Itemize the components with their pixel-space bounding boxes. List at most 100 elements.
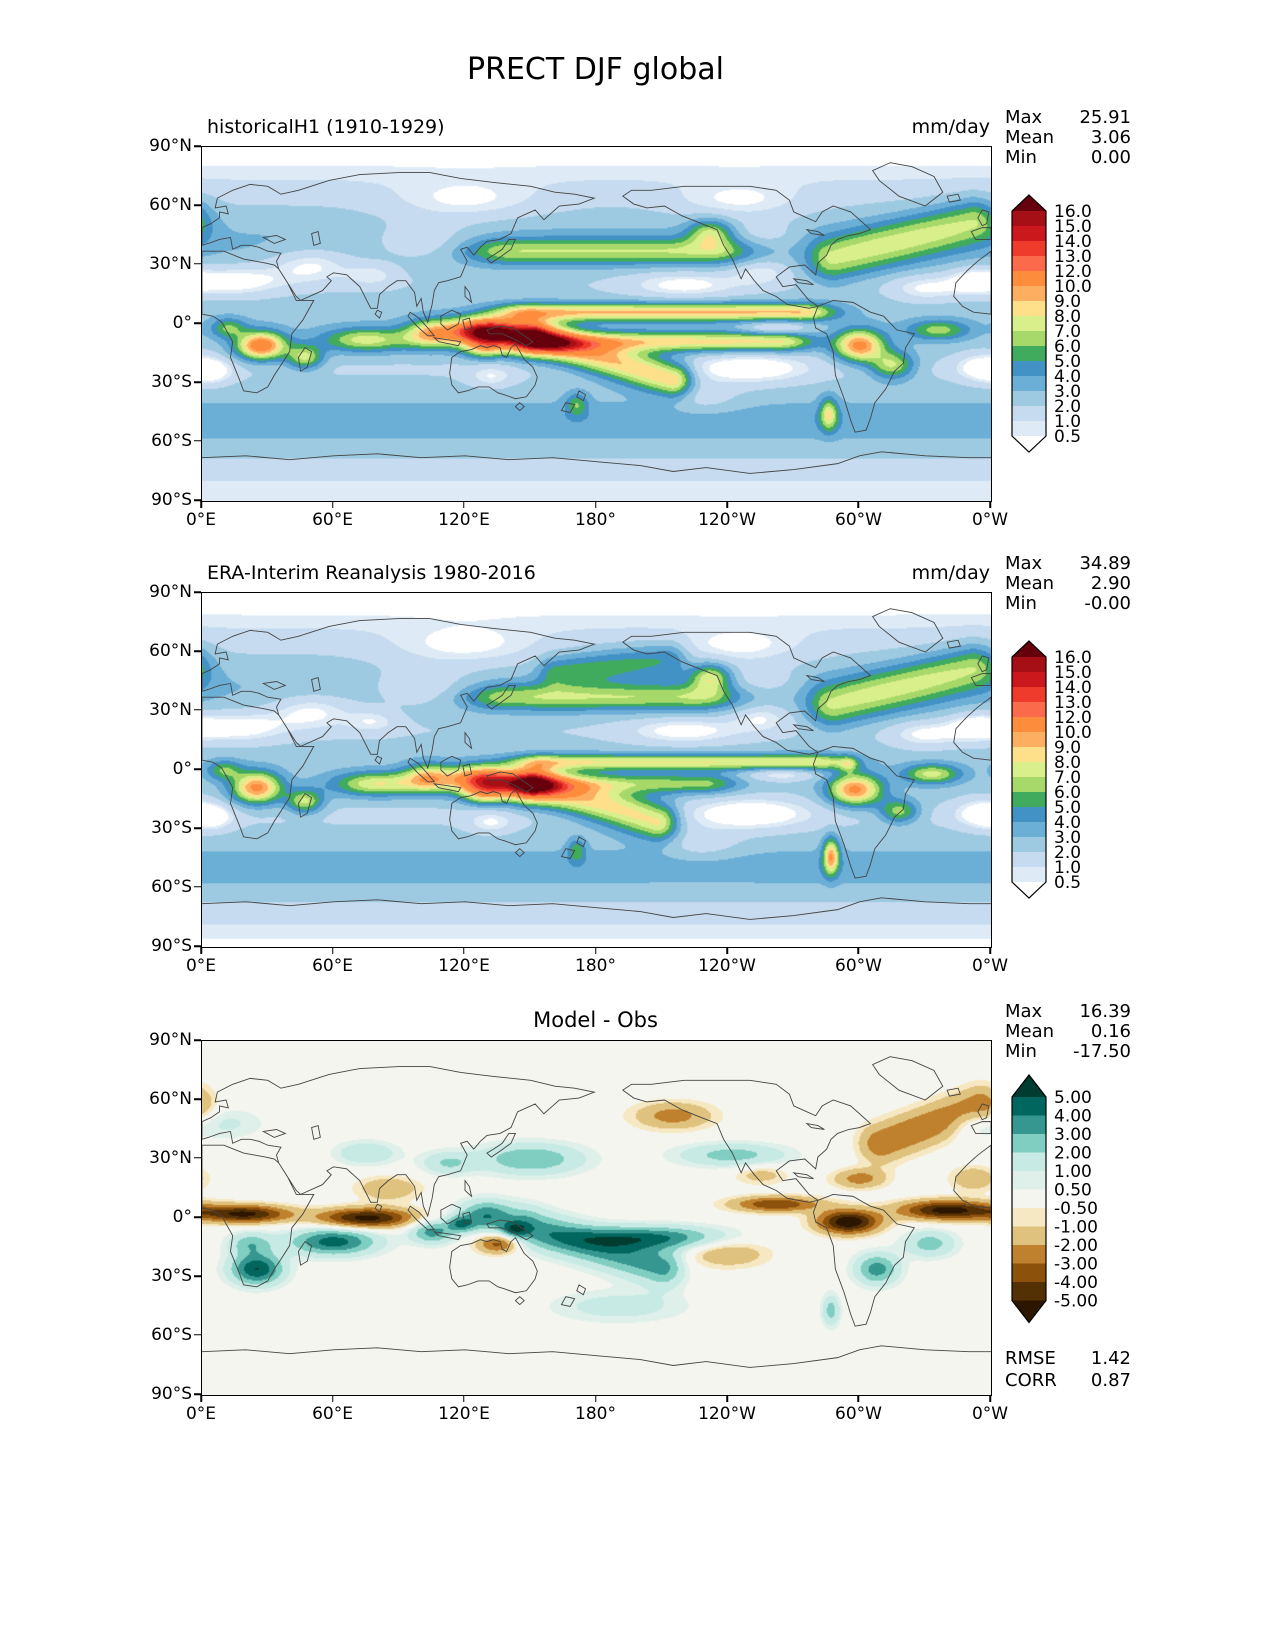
- colorbar-segment: [1012, 1245, 1046, 1264]
- extra-stat-row: RMSE 1.42: [1005, 1348, 1131, 1370]
- stats-block: Max 25.91 Mean 3.06 Min 0.00: [1005, 108, 1131, 168]
- lon-tick-label: 120°E: [438, 510, 490, 530]
- lon-tick-mark: [726, 501, 728, 508]
- colorbar-segment: [1012, 732, 1046, 748]
- units-label: mm/day: [911, 116, 990, 138]
- colorbar-segment: [1012, 672, 1046, 688]
- stat-row: Max 34.89: [1005, 554, 1131, 574]
- lon-tick-label: 60°E: [312, 510, 353, 530]
- colorbar-tick-label: 0.5: [1054, 427, 1081, 447]
- lon-tick-label: 60°E: [312, 1404, 353, 1424]
- lon-tick-mark: [857, 947, 860, 954]
- colorbar-tick-label: 9.0: [1054, 738, 1081, 758]
- lat-tick-mark: [194, 381, 201, 383]
- colorbar-segment: [1012, 867, 1046, 883]
- stat-row: Max 25.91: [1005, 108, 1131, 128]
- stats-block: Max 34.89 Mean 2.90 Min -0.00: [1005, 554, 1131, 614]
- lat-tick-label: 60°S: [151, 430, 192, 451]
- lon-tick-mark: [463, 501, 465, 508]
- lon-tick-label: 60°W: [835, 1404, 882, 1424]
- colorbar-tick-label: 0.5: [1054, 873, 1081, 893]
- lat-tick-label: 30°S: [151, 372, 192, 392]
- lon-tick-mark: [857, 1395, 860, 1402]
- lat-tick-label: 90°N: [149, 582, 192, 602]
- colorbar-segment: [1012, 1171, 1046, 1190]
- colorbar-tick-label: 10.0: [1054, 277, 1092, 297]
- colorbar-segment: [1012, 747, 1046, 763]
- colorbar-segment: [1012, 331, 1046, 347]
- lon-tick-label: 0°W: [971, 956, 1009, 976]
- lon-tick-mark: [726, 947, 728, 954]
- stat-value: 25.91: [1079, 107, 1131, 128]
- colorbar-segment: [1012, 316, 1046, 332]
- colorbar-tick-label: 14.0: [1054, 232, 1092, 252]
- colorbar-tick-label: 0.50: [1054, 1181, 1092, 1201]
- lat-tick-label: 90°S: [151, 490, 192, 510]
- colorbar-tick-label: 13.0: [1054, 247, 1092, 267]
- map-historical: [201, 146, 992, 502]
- colorbar-tick-label: -0.50: [1054, 1199, 1098, 1219]
- colorbar-segment: [1012, 271, 1046, 287]
- lat-tick-mark: [194, 322, 201, 324]
- colorbar-segment: [1012, 376, 1046, 392]
- colorbar-extend-bottom: [1012, 1300, 1046, 1323]
- lat-tick-label: 30°S: [151, 818, 192, 838]
- coastline-path: [202, 1057, 991, 1368]
- lon-tick-label: 0°E: [185, 956, 217, 976]
- lon-tick-label: 120°E: [438, 1404, 490, 1424]
- colorbar-segment: [1012, 687, 1046, 703]
- extra-stat-label: RMSE: [1005, 1348, 1056, 1369]
- colorbar-tick-label: 13.0: [1054, 693, 1092, 713]
- lat-tick-mark: [194, 263, 201, 265]
- colorbar-segment: [1012, 852, 1046, 868]
- lon-tick-label: 120°E: [438, 956, 490, 976]
- stat-value: 0.16: [1090, 1021, 1131, 1042]
- colorbar-segment: [1012, 241, 1046, 257]
- coastline-path: [202, 609, 991, 920]
- lon-tick-mark: [331, 947, 334, 954]
- rmse-corr-block: RMSE 1.42 CORR 0.87: [1005, 1348, 1131, 1392]
- lon-tick-mark: [594, 1395, 597, 1402]
- extra-stat-row: CORR 0.87: [1005, 1370, 1131, 1392]
- colorbar-segment: [1012, 406, 1046, 422]
- map-model-minus-obs: [201, 1040, 992, 1396]
- colorbar-segment: [1012, 1208, 1046, 1227]
- colorbar-tick-label: 4.0: [1054, 813, 1081, 833]
- colorbar-tick-label: 3.00: [1054, 1125, 1092, 1145]
- colorbar-segment: [1012, 226, 1046, 242]
- lon-tick-mark: [726, 1395, 728, 1402]
- lat-tick-mark: [194, 1098, 201, 1100]
- colorbar-segment: [1012, 762, 1046, 778]
- lon-tick-label: 60°W: [835, 510, 882, 530]
- colorbar-tick-label: 6.0: [1054, 337, 1081, 357]
- colorbar-segment: [1012, 807, 1046, 823]
- lat-tick-labels: 90°N 60°N 30°N 0° 30°S 60°S 90°S: [100, 582, 192, 956]
- lat-tick-mark: [194, 440, 201, 442]
- stat-value: 3.06: [1090, 127, 1131, 148]
- lon-tick-marks: [200, 501, 991, 508]
- lat-tick-label: 0°: [172, 313, 192, 333]
- precip-field-canvas: [202, 147, 991, 501]
- lon-tick-labels: 0°E 60°E 120°E 180° 120°W 60°W 0°W: [186, 1404, 1008, 1426]
- lon-tick-label: 180°: [575, 510, 616, 530]
- stat-label: Max: [1005, 1001, 1043, 1022]
- colorbar-segment: [1012, 211, 1046, 227]
- lat-tick-label: 30°N: [149, 699, 192, 720]
- lon-tick-label: 60°E: [312, 956, 353, 976]
- lon-tick-labels: 0°E 60°E 120°E 180° 120°W 60°W 0°W: [186, 956, 1008, 978]
- colorbar-outline: [1011, 1074, 1047, 1324]
- colorbar-tick-label: 6.0: [1054, 783, 1081, 803]
- colorbar-segment: [1012, 391, 1046, 407]
- stat-value: -17.50: [1072, 1041, 1131, 1062]
- lat-tick-mark: [194, 650, 201, 652]
- lat-tick-label: 60°N: [149, 1089, 192, 1109]
- lat-tick-marks: [194, 1039, 201, 1395]
- colorbar-segment: [1012, 1263, 1046, 1283]
- colorbar: 16.015.014.013.012.010.09.08.07.06.05.04…: [1011, 194, 1092, 453]
- lon-tick-mark: [200, 1395, 202, 1402]
- stat-label: Mean: [1005, 127, 1055, 148]
- bias-field-canvas: [202, 1041, 991, 1395]
- lat-tick-label: 30°N: [149, 1147, 192, 1168]
